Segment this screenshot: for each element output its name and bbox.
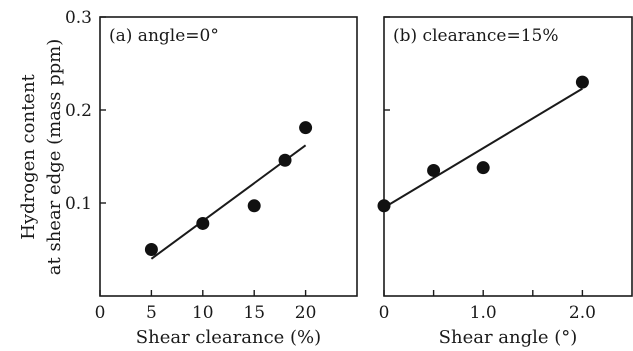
x-tick-label: 5 <box>146 303 157 323</box>
panel-a: 0 5 10 15 20 0.1 0.2 0.3 (a) angle=0° Shear clear… <box>65 8 358 348</box>
panel-label: (b) clearance=15% <box>393 26 559 46</box>
fit-line <box>150 144 307 260</box>
data-point <box>427 163 441 177</box>
data-point <box>196 216 210 230</box>
x-tick-label: 20 <box>295 303 317 323</box>
x-tick-label: 0 <box>379 303 390 323</box>
y-axis-title-line-2: at shear edge (mass ppm) <box>44 39 65 275</box>
data-point <box>299 121 313 135</box>
x-tick-label: 1.0 <box>470 303 497 323</box>
plot-frame <box>383 16 633 297</box>
x-tick-label: 10 <box>192 303 214 323</box>
y-tick-label: 0.2 <box>65 101 92 121</box>
panel-label: (a) angle=0° <box>109 26 219 46</box>
x-axis-title: Shear angle (°) <box>439 327 578 348</box>
y-axis-title: Hydrogen content at shear edge (mass ppm… <box>18 39 65 275</box>
x-tick-label: 15 <box>243 303 265 323</box>
plot-frame <box>99 16 358 297</box>
fit-line <box>383 87 583 209</box>
data-point <box>377 199 391 213</box>
data-point <box>144 243 158 256</box>
panel-b: 0 1.0 2.0 (b) clearance=15% Shear angle (°) <box>377 16 633 348</box>
x-tick-label: 2.0 <box>569 303 596 323</box>
data-point <box>247 199 261 213</box>
y-axis-title-line-1: Hydrogen content <box>18 73 39 239</box>
y-tick-label: 0.3 <box>65 8 92 28</box>
data-point <box>575 75 589 89</box>
y-tick-label: 0.1 <box>65 194 92 214</box>
panels: 0 5 10 15 20 0.1 0.2 0.3 (a) angle=0° Shear clear… <box>65 8 633 348</box>
x-tick-label: 0 <box>95 303 106 323</box>
data-point <box>278 153 292 167</box>
data-point <box>476 161 490 175</box>
x-axis-title: Shear clearance (%) <box>136 327 321 348</box>
